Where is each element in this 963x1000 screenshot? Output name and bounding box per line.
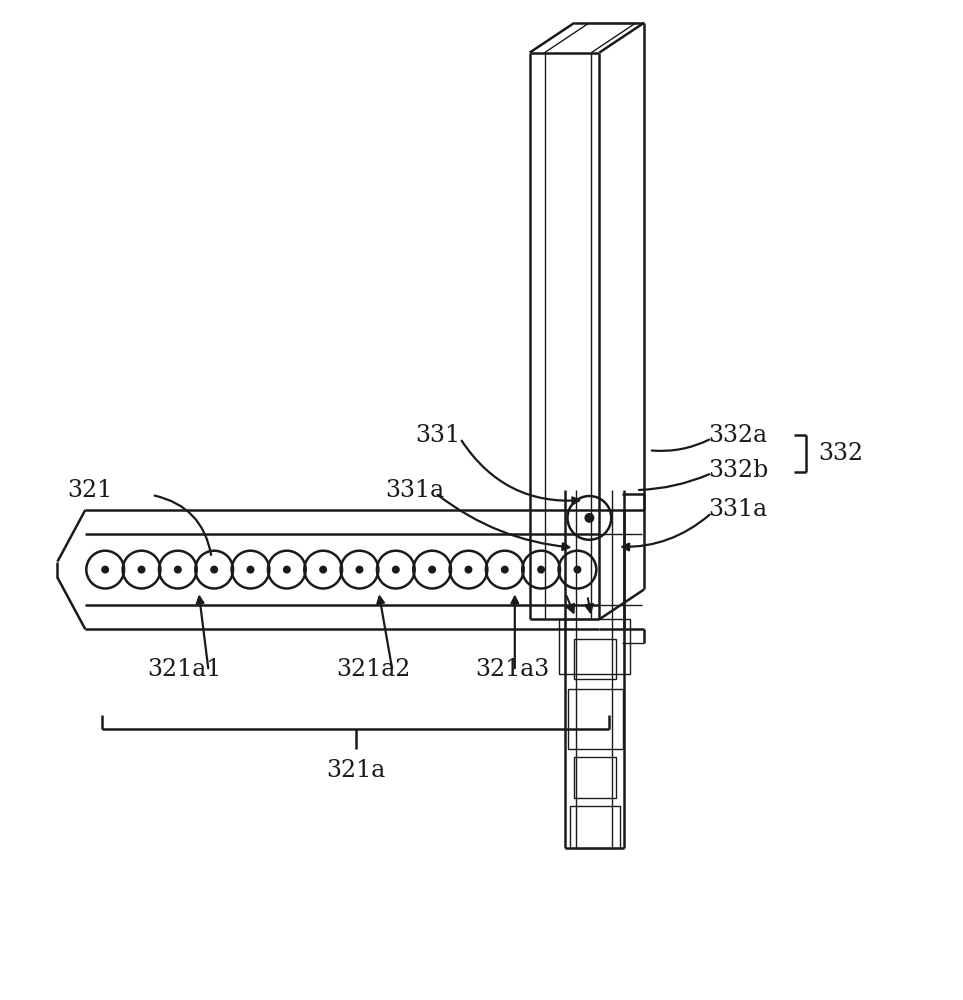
Circle shape xyxy=(319,566,327,574)
Bar xyxy=(575,639,616,679)
Circle shape xyxy=(283,566,291,574)
Circle shape xyxy=(537,566,545,574)
Circle shape xyxy=(247,566,254,574)
Circle shape xyxy=(429,566,436,574)
Circle shape xyxy=(101,566,109,574)
Circle shape xyxy=(355,566,363,574)
Text: 332a: 332a xyxy=(709,424,768,447)
Text: 321a1: 321a1 xyxy=(147,658,221,681)
Text: 321a: 321a xyxy=(326,759,385,782)
Text: 331: 331 xyxy=(415,424,460,447)
Bar xyxy=(570,806,620,848)
Circle shape xyxy=(464,566,473,574)
Circle shape xyxy=(392,566,400,574)
Text: 332: 332 xyxy=(818,442,863,465)
Circle shape xyxy=(573,566,582,574)
Text: 331a: 331a xyxy=(385,479,445,502)
Text: 331a: 331a xyxy=(709,498,768,521)
Bar xyxy=(567,689,623,749)
Circle shape xyxy=(210,566,219,574)
Text: 321: 321 xyxy=(67,479,113,502)
Circle shape xyxy=(174,566,182,574)
Bar xyxy=(575,757,616,798)
Text: 321a3: 321a3 xyxy=(475,658,549,681)
Circle shape xyxy=(138,566,145,574)
Circle shape xyxy=(501,566,508,574)
Text: 321a2: 321a2 xyxy=(336,658,410,681)
Text: 332b: 332b xyxy=(709,459,768,482)
Bar xyxy=(559,619,630,674)
Circle shape xyxy=(585,513,594,523)
